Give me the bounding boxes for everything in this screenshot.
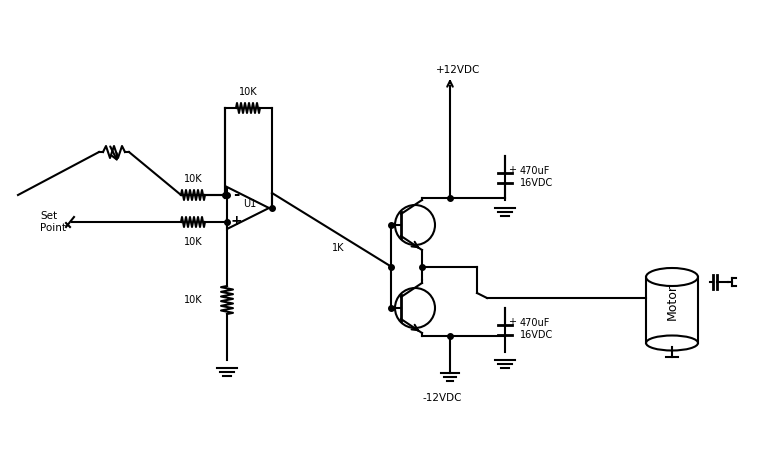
Text: +: +: [230, 214, 241, 228]
Text: 10K: 10K: [238, 87, 258, 97]
Text: 10K: 10K: [185, 295, 203, 305]
Text: 10K: 10K: [184, 174, 202, 184]
Text: 470uF: 470uF: [520, 318, 551, 328]
Text: -: -: [233, 187, 239, 202]
Text: Motor: Motor: [665, 284, 678, 320]
Text: Set
Point: Set Point: [40, 211, 66, 233]
Text: +: +: [508, 165, 516, 175]
Text: 1K: 1K: [331, 243, 345, 253]
Text: 470uF: 470uF: [520, 166, 551, 176]
Text: +12VDC: +12VDC: [436, 65, 480, 75]
Text: 16VDC: 16VDC: [520, 178, 553, 188]
Text: U1: U1: [243, 199, 257, 209]
Text: 16VDC: 16VDC: [520, 330, 553, 340]
Text: +: +: [508, 317, 516, 327]
Text: -12VDC: -12VDC: [422, 393, 461, 403]
Text: 10K: 10K: [184, 237, 202, 247]
